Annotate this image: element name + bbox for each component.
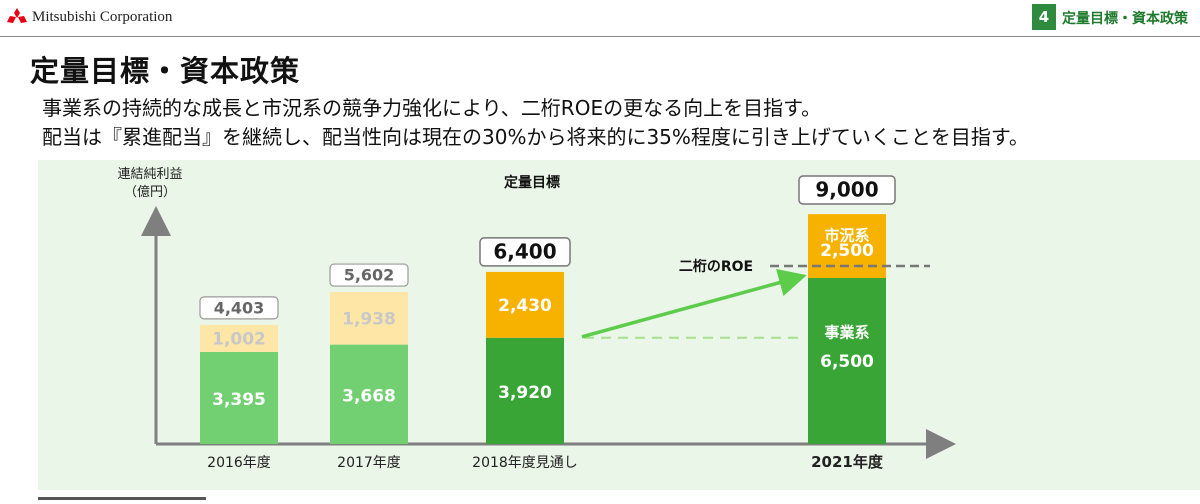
y-axis-label: 連結純利益 bbox=[117, 167, 182, 182]
data-label-total: 6,400 bbox=[493, 239, 556, 263]
x-tick-label: 2021年度 bbox=[811, 453, 884, 471]
data-label-jigyo: 3,668 bbox=[342, 386, 396, 406]
data-label-shikyo: 2,430 bbox=[498, 296, 552, 316]
total-box bbox=[199, 296, 279, 320]
data-label-shikyo: 1,938 bbox=[342, 309, 396, 329]
series-label-jigyo: 事業系 bbox=[824, 324, 869, 342]
x-tick-label: 2017年度 bbox=[337, 455, 401, 471]
company-logo[interactable]: Mitsubishi Corporation bbox=[6, 8, 172, 26]
bar-segment-shikyo bbox=[200, 324, 278, 352]
total-box bbox=[329, 263, 409, 287]
bar-segment-jigyo bbox=[486, 337, 564, 444]
data-label-jigyo: 6,500 bbox=[820, 352, 874, 372]
growth-arrow bbox=[581, 269, 807, 339]
bar-segment-jigyo bbox=[330, 344, 408, 444]
chart-title: 定量目標 bbox=[504, 174, 560, 191]
bar-segment-shikyo bbox=[486, 271, 564, 338]
header-divider bbox=[0, 36, 1200, 37]
bar-segment-shikyo bbox=[808, 214, 886, 278]
three-diamonds-icon bbox=[7, 8, 27, 23]
company-name: Mitsubishi Corporation bbox=[32, 8, 173, 25]
header-bar: Mitsubishi Corporation 4 定量目標・資本政策 bbox=[0, 0, 1200, 36]
series-label-shikyo: 市況系 bbox=[824, 227, 869, 245]
total-box bbox=[479, 237, 571, 267]
x-tick-label: 2016年度 bbox=[207, 455, 271, 471]
data-label-jigyo: 3,395 bbox=[212, 390, 266, 410]
data-label-jigyo: 3,920 bbox=[498, 383, 552, 403]
data-label-total: 5,602 bbox=[344, 266, 395, 285]
bar-segment-jigyo bbox=[200, 352, 278, 444]
footer-divider bbox=[38, 497, 206, 500]
page-title: 定量目標・資本政策 bbox=[30, 54, 301, 88]
data-label-shikyo: 2,500 bbox=[820, 241, 874, 261]
data-label-shikyo: 1,002 bbox=[212, 329, 266, 349]
section-number-badge: 4 bbox=[1032, 4, 1056, 30]
section-title: 定量目標・資本政策 bbox=[1062, 11, 1188, 27]
bar-segment-shikyo bbox=[330, 292, 408, 345]
y-axis-unit-label: （億円） bbox=[124, 184, 176, 200]
data-label-total: 9,000 bbox=[815, 178, 878, 202]
subtitle-line-2: 配当は『累進配当』を継続し、配当性向は現在の30%から将来的に35%程度に引き上… bbox=[42, 125, 1029, 149]
subtitle-line-1: 事業系の持続的な成長と市況系の競争力強化により、二桁ROEの更なる向上を目指す。 bbox=[42, 96, 822, 120]
roe-label: 二桁のROE bbox=[679, 258, 753, 275]
total-box bbox=[798, 175, 896, 205]
x-tick-label: 2018年度見通し bbox=[472, 455, 578, 471]
data-label-total: 4,403 bbox=[214, 298, 265, 317]
bar-segment-jigyo bbox=[808, 278, 886, 444]
